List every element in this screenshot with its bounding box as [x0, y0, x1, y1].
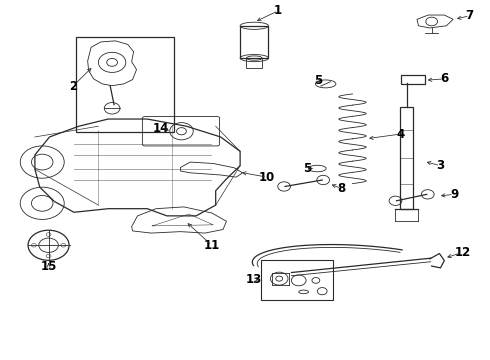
Bar [261, 260, 333, 301]
Text: 10: 10 [259, 171, 275, 184]
Text: 7: 7 [466, 9, 474, 22]
Text: 2: 2 [69, 80, 77, 93]
Text: 13: 13 [245, 273, 262, 286]
Text: 8: 8 [338, 182, 346, 195]
Text: 5: 5 [314, 74, 322, 87]
Bar [246, 58, 262, 68]
Text: 3: 3 [437, 159, 444, 172]
Bar [76, 37, 174, 132]
Text: 14: 14 [153, 122, 169, 135]
Text: 9: 9 [450, 188, 458, 201]
Bar [400, 107, 413, 210]
Bar [401, 75, 425, 84]
Text: 6: 6 [440, 72, 448, 85]
Text: 5: 5 [303, 162, 312, 175]
Bar [240, 26, 269, 58]
Text: 15: 15 [40, 260, 57, 273]
Text: 4: 4 [396, 127, 405, 141]
Text: 12: 12 [454, 246, 470, 259]
Text: 1: 1 [274, 4, 282, 17]
Text: 11: 11 [204, 239, 220, 252]
